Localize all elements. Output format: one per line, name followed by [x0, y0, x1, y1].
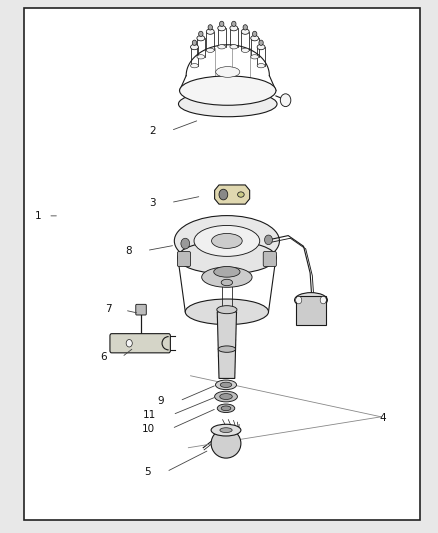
Circle shape [208, 25, 212, 30]
Ellipse shape [180, 76, 276, 106]
Ellipse shape [212, 233, 242, 248]
Circle shape [219, 21, 224, 27]
Ellipse shape [178, 241, 276, 274]
Ellipse shape [214, 266, 240, 277]
Ellipse shape [251, 55, 258, 59]
FancyBboxPatch shape [110, 334, 170, 353]
Circle shape [219, 189, 228, 200]
Ellipse shape [215, 391, 237, 402]
Ellipse shape [194, 225, 260, 256]
Ellipse shape [191, 63, 198, 68]
Ellipse shape [257, 44, 265, 50]
Text: 7: 7 [105, 304, 112, 314]
Ellipse shape [251, 36, 258, 41]
Ellipse shape [218, 346, 236, 352]
Circle shape [181, 238, 190, 249]
FancyBboxPatch shape [136, 304, 146, 315]
Circle shape [126, 340, 132, 347]
Text: 5: 5 [145, 467, 151, 477]
Ellipse shape [211, 424, 241, 436]
Ellipse shape [185, 299, 268, 325]
Ellipse shape [230, 26, 238, 31]
Ellipse shape [220, 382, 232, 387]
FancyBboxPatch shape [263, 252, 276, 266]
Ellipse shape [237, 192, 244, 197]
Ellipse shape [197, 55, 205, 59]
Polygon shape [215, 185, 250, 204]
FancyBboxPatch shape [177, 252, 191, 266]
Text: 9: 9 [158, 396, 164, 406]
Circle shape [199, 31, 203, 37]
Circle shape [265, 235, 272, 245]
Ellipse shape [220, 427, 232, 433]
Circle shape [259, 40, 263, 45]
Ellipse shape [218, 45, 226, 49]
Ellipse shape [221, 279, 233, 286]
Circle shape [320, 296, 326, 304]
Text: 2: 2 [149, 126, 155, 135]
Ellipse shape [197, 36, 205, 41]
Ellipse shape [220, 393, 232, 400]
Ellipse shape [211, 429, 241, 458]
Text: 4: 4 [380, 414, 386, 423]
Circle shape [280, 94, 291, 107]
Ellipse shape [179, 91, 277, 117]
Text: 8: 8 [125, 246, 131, 255]
Circle shape [296, 296, 302, 304]
Ellipse shape [216, 67, 240, 77]
Circle shape [232, 21, 236, 27]
FancyBboxPatch shape [296, 296, 326, 325]
Circle shape [252, 31, 257, 37]
Text: 11: 11 [143, 410, 156, 419]
Ellipse shape [174, 215, 279, 266]
Ellipse shape [294, 293, 327, 308]
Text: 10: 10 [142, 424, 155, 433]
Text: 3: 3 [149, 198, 155, 207]
Ellipse shape [191, 44, 198, 50]
Ellipse shape [241, 29, 249, 34]
Ellipse shape [241, 48, 249, 52]
Ellipse shape [206, 48, 214, 52]
Polygon shape [217, 312, 237, 378]
Ellipse shape [206, 29, 214, 34]
Text: 1: 1 [35, 211, 41, 221]
Ellipse shape [217, 404, 235, 413]
Ellipse shape [215, 380, 237, 390]
Circle shape [243, 25, 247, 30]
Text: 6: 6 [101, 352, 107, 362]
Circle shape [192, 40, 197, 45]
Ellipse shape [257, 63, 265, 68]
Ellipse shape [221, 406, 231, 410]
Ellipse shape [201, 267, 252, 287]
Ellipse shape [217, 306, 237, 313]
Ellipse shape [230, 45, 238, 49]
Ellipse shape [218, 26, 226, 31]
